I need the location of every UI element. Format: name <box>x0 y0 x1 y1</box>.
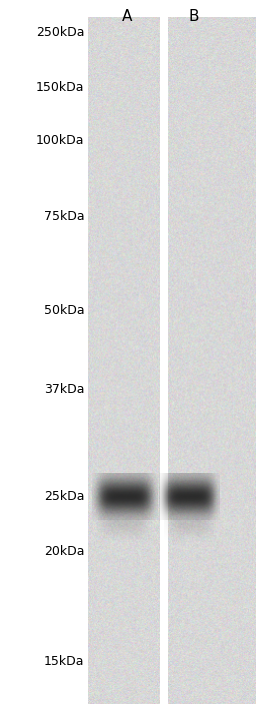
Text: 15kDa: 15kDa <box>44 655 84 668</box>
Text: 20kDa: 20kDa <box>44 546 84 558</box>
Text: 75kDa: 75kDa <box>44 210 84 223</box>
Text: 150kDa: 150kDa <box>36 81 84 94</box>
Text: 37kDa: 37kDa <box>44 383 84 396</box>
Text: A: A <box>122 9 132 24</box>
Text: B: B <box>188 9 199 24</box>
Text: 250kDa: 250kDa <box>36 26 84 39</box>
Text: 100kDa: 100kDa <box>36 134 84 147</box>
Text: 50kDa: 50kDa <box>44 304 84 317</box>
Text: 25kDa: 25kDa <box>44 490 84 503</box>
